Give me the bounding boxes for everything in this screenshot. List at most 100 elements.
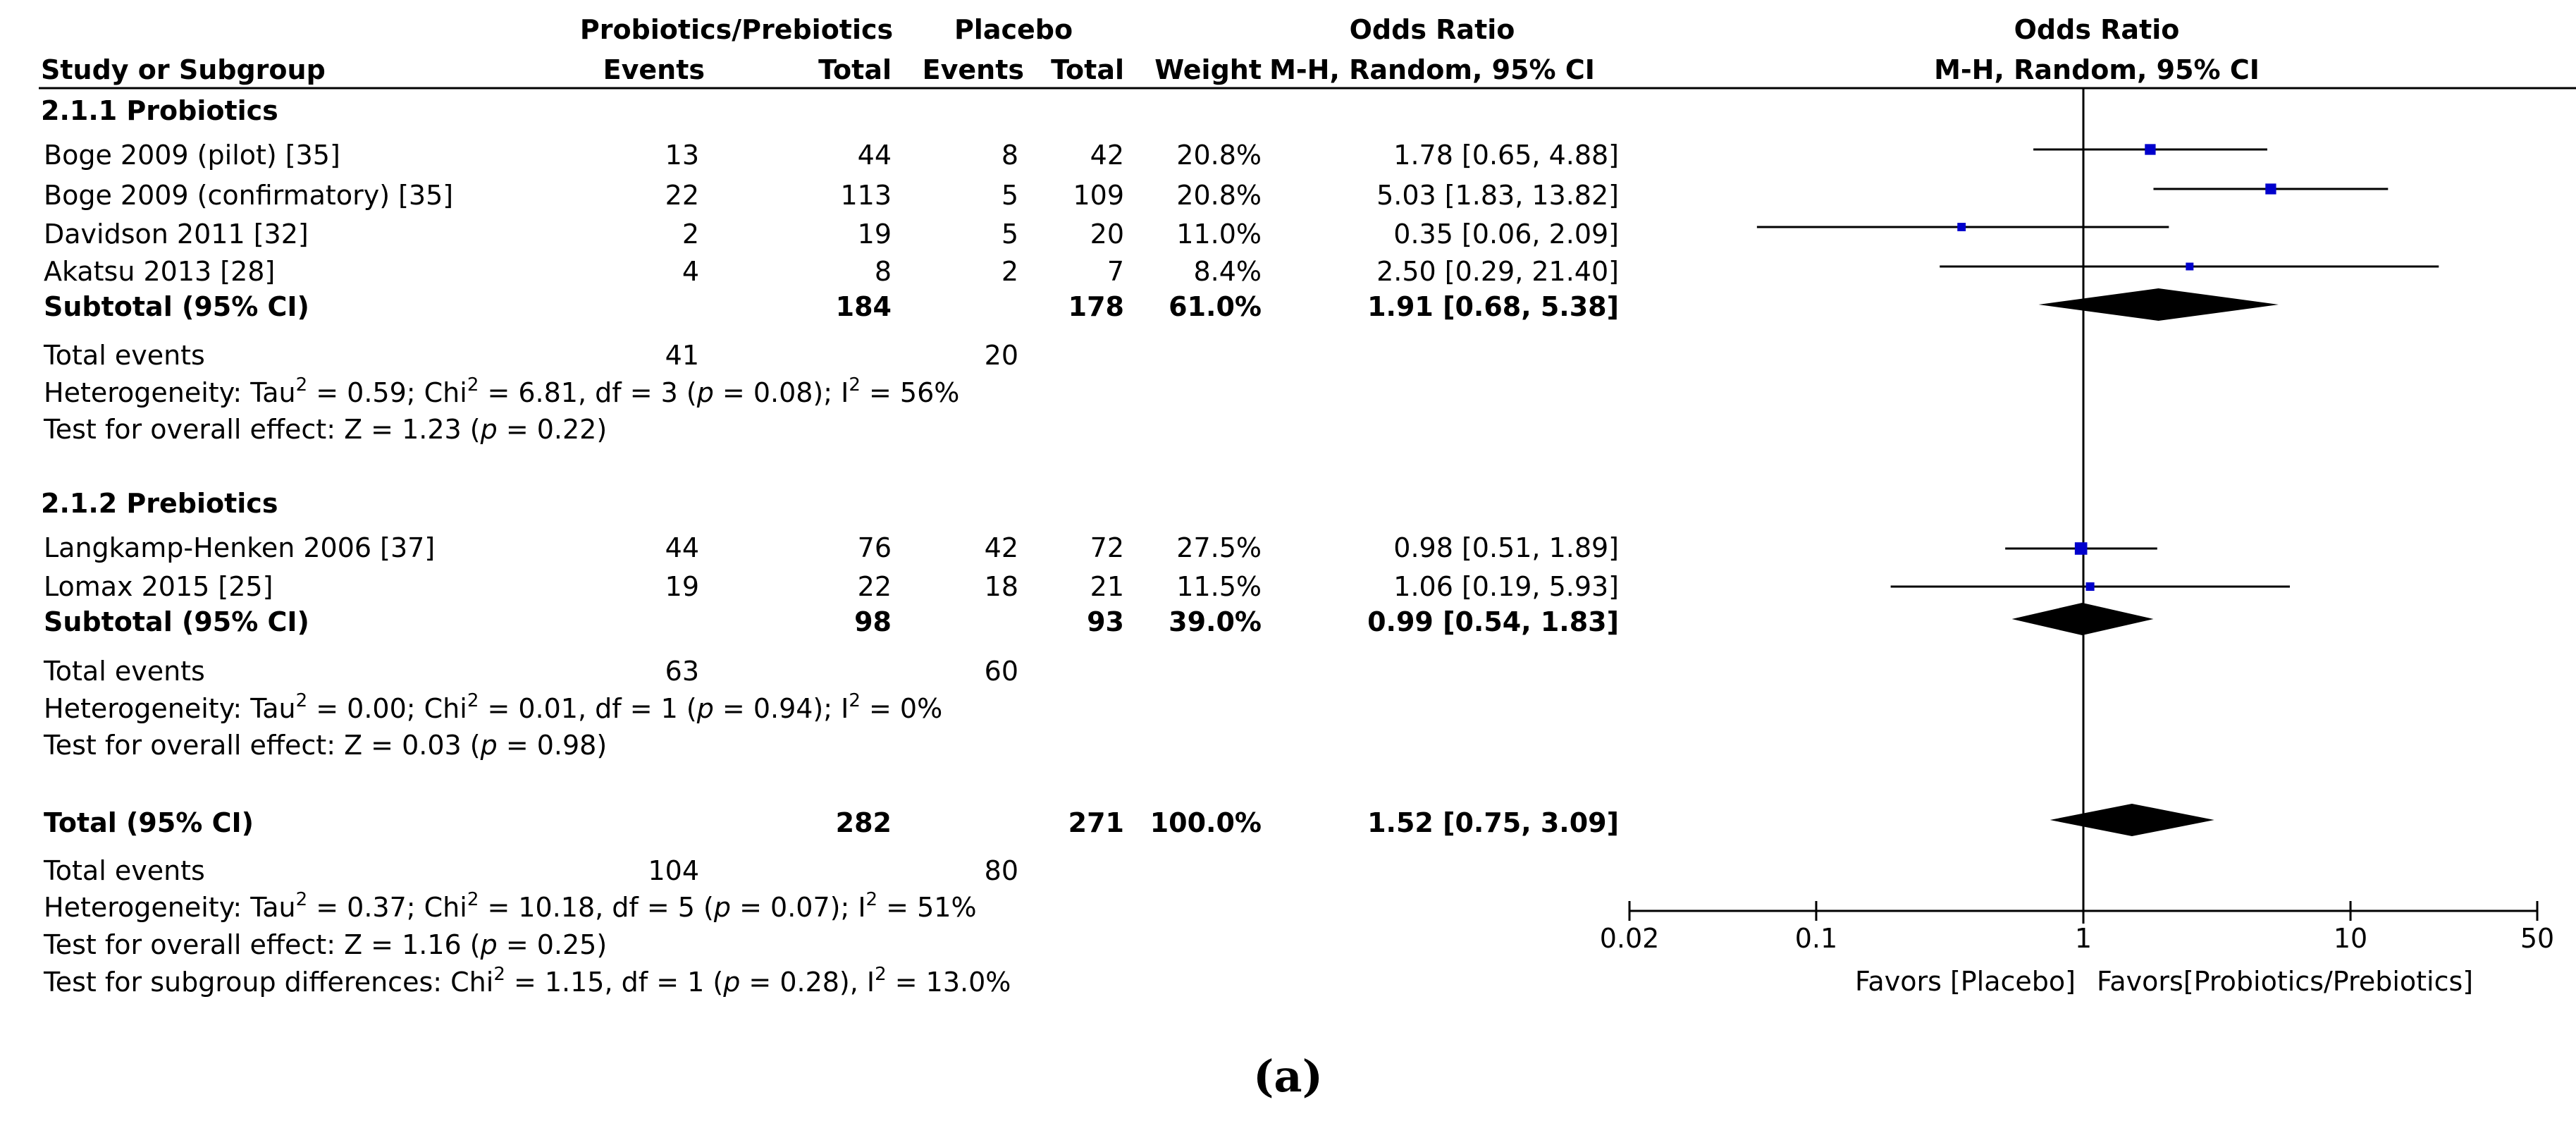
total-placebo: 271 — [1068, 807, 1124, 838]
events-treatment: 19 — [665, 571, 699, 602]
total-events-treatment: 41 — [665, 340, 699, 371]
header-or-table: Odds Ratio — [1350, 14, 1515, 45]
odds-ratio-ci: 0.35 [0.06, 2.09] — [1393, 219, 1619, 250]
pooled-diamond — [2038, 288, 2279, 321]
header-events1: Events — [603, 54, 705, 85]
events-placebo: 5 — [1002, 180, 1018, 211]
total-label: Total (95% CI) — [44, 807, 254, 838]
subgroup-1-title: 2.1.1 Probiotics — [41, 95, 278, 126]
subtotal-weight: 61.0% — [1169, 291, 1262, 322]
total-placebo: 72 — [1090, 532, 1124, 563]
subgroup-2-title: 2.1.2 Prebiotics — [41, 488, 278, 519]
total-events-row: Total events 41 20 — [43, 340, 1018, 371]
total-events-row: Total events 63 60 — [43, 656, 1018, 687]
table-row: Davidson 2011 [32] 2 19 5 20 11.0% 0.35 … — [44, 219, 1619, 250]
x-tick-label: 0.02 — [1600, 923, 1660, 954]
total-placebo: 21 — [1090, 571, 1124, 602]
header-study: Study or Subgroup — [41, 54, 326, 85]
pooled-diamond — [2050, 804, 2214, 836]
subtotal-treatment: 184 — [836, 291, 892, 322]
total-treatment: 282 — [836, 807, 892, 838]
total-events-label: Total events — [43, 855, 205, 886]
subtotal-placebo: 178 — [1068, 291, 1124, 322]
forest-plot: 0.02 0.1 1 10 50 — [1600, 88, 2554, 954]
weight: 11.0% — [1176, 219, 1262, 250]
events-treatment: 4 — [682, 256, 699, 287]
x-tick-label: 0.1 — [1795, 923, 1837, 954]
study-name: Boge 2009 (confirmatory) [35] — [44, 180, 453, 211]
total-treatment: 8 — [875, 256, 892, 287]
events-treatment: 22 — [665, 180, 699, 211]
favors-placebo-label: Favors [Placebo] — [1855, 966, 2076, 997]
study-marker — [2186, 262, 2194, 271]
favors-treatment-label: Favors[Probiotics/Prebiotics] — [2097, 966, 2473, 997]
overall-effect-text: Test for overall effect: Z = 0.03 (p = 0… — [43, 730, 607, 761]
header-events2: Events — [923, 54, 1024, 85]
odds-ratio-ci: 1.78 [0.65, 4.88] — [1393, 140, 1619, 171]
weight: 11.5% — [1176, 571, 1262, 602]
subtotal-row: Subtotal (95% CI) 98 93 39.0% 0.99 [0.54… — [44, 606, 1619, 637]
pooled-diamond — [2011, 603, 2154, 635]
total-events-placebo: 60 — [985, 656, 1018, 687]
header-method-plot: M-H, Random, 95% CI — [1934, 54, 2260, 85]
total-treatment: 113 — [840, 180, 892, 211]
total-events-treatment: 63 — [665, 656, 699, 687]
subtotal-ci: 0.99 [0.54, 1.83] — [1367, 606, 1619, 637]
subtotal-row: Subtotal (95% CI) 184 178 61.0% 1.91 [0.… — [44, 291, 1619, 322]
table-row: Lomax 2015 [25] 19 22 18 21 11.5% 1.06 [… — [44, 571, 1619, 602]
total-treatment: 22 — [858, 571, 892, 602]
total-row: Total (95% CI) 282 271 100.0% 1.52 [0.75… — [44, 807, 1619, 838]
table-row: Boge 2009 (pilot) [35] 13 44 8 42 20.8% … — [44, 140, 1619, 171]
forest-plot-figure: Probiotics/Prebiotics Placebo Odds Ratio… — [39, 14, 2576, 998]
header-weight: Weight — [1154, 54, 1262, 85]
total-ci: 1.52 [0.75, 3.09] — [1367, 807, 1619, 838]
odds-ratio-ci: 5.03 [1.83, 13.82] — [1376, 180, 1619, 211]
events-treatment: 13 — [665, 140, 699, 171]
odds-ratio-ci: 0.98 [0.51, 1.89] — [1393, 532, 1619, 563]
x-tick-label: 50 — [2520, 923, 2554, 954]
weight: 8.4% — [1193, 256, 1262, 287]
odds-ratio-ci: 1.06 [0.19, 5.93] — [1393, 571, 1619, 602]
x-tick-label: 1 — [2075, 923, 2092, 954]
header-method-table: M-H, Random, 95% CI — [1269, 54, 1595, 85]
study-marker — [1957, 223, 1966, 231]
study-marker — [2145, 144, 2156, 155]
total-treatment: 76 — [858, 532, 892, 563]
study-name: Boge 2009 (pilot) [35] — [44, 140, 340, 171]
header-group2: Placebo — [954, 14, 1073, 45]
events-placebo: 2 — [1002, 256, 1018, 287]
figure-caption: (a) — [1253, 1050, 1323, 1102]
weight: 27.5% — [1176, 532, 1262, 563]
overall-effect-text: Test for overall effect: Z = 1.16 (p = 0… — [43, 929, 607, 960]
weight: 20.8% — [1176, 180, 1262, 211]
total-events-row: Total events 104 80 — [43, 855, 1018, 886]
x-tick-label: 10 — [2334, 923, 2367, 954]
study-marker — [2265, 183, 2276, 195]
events-placebo: 42 — [985, 532, 1018, 563]
study-name: Davidson 2011 [32] — [44, 219, 309, 250]
table-row: Langkamp-Henken 2006 [37] 44 76 42 72 27… — [44, 532, 1619, 563]
subtotal-treatment: 98 — [854, 606, 892, 637]
events-treatment: 2 — [682, 219, 699, 250]
subtotal-label: Subtotal (95% CI) — [44, 291, 309, 322]
total-placebo: 42 — [1090, 140, 1124, 171]
table-row: Boge 2009 (confirmatory) [35] 22 113 5 1… — [44, 180, 1619, 211]
study-name: Lomax 2015 [25] — [44, 571, 273, 602]
subtotal-ci: 1.91 [0.68, 5.38] — [1367, 291, 1619, 322]
header-total1: Total — [818, 54, 892, 85]
subtotal-weight: 39.0% — [1169, 606, 1262, 637]
total-events-label: Total events — [43, 656, 205, 687]
total-events-placebo: 80 — [985, 855, 1018, 886]
events-placebo: 18 — [985, 571, 1018, 602]
events-treatment: 44 — [665, 532, 699, 563]
odds-ratio-ci: 2.50 [0.29, 21.40] — [1376, 256, 1619, 287]
total-events-treatment: 104 — [648, 855, 699, 886]
study-name: Akatsu 2013 [28] — [44, 256, 275, 287]
heterogeneity-text: Heterogeneity: Tau2 = 0.00; Chi2 = 0.01,… — [44, 690, 942, 724]
subtotal-label: Subtotal (95% CI) — [44, 606, 309, 637]
study-marker — [2085, 582, 2095, 592]
subtotal-placebo: 93 — [1087, 606, 1124, 637]
subgroup-differences-text: Test for subgroup differences: Chi2 = 1.… — [43, 964, 1011, 998]
total-events-placebo: 20 — [985, 340, 1018, 371]
events-placebo: 5 — [1002, 219, 1018, 250]
